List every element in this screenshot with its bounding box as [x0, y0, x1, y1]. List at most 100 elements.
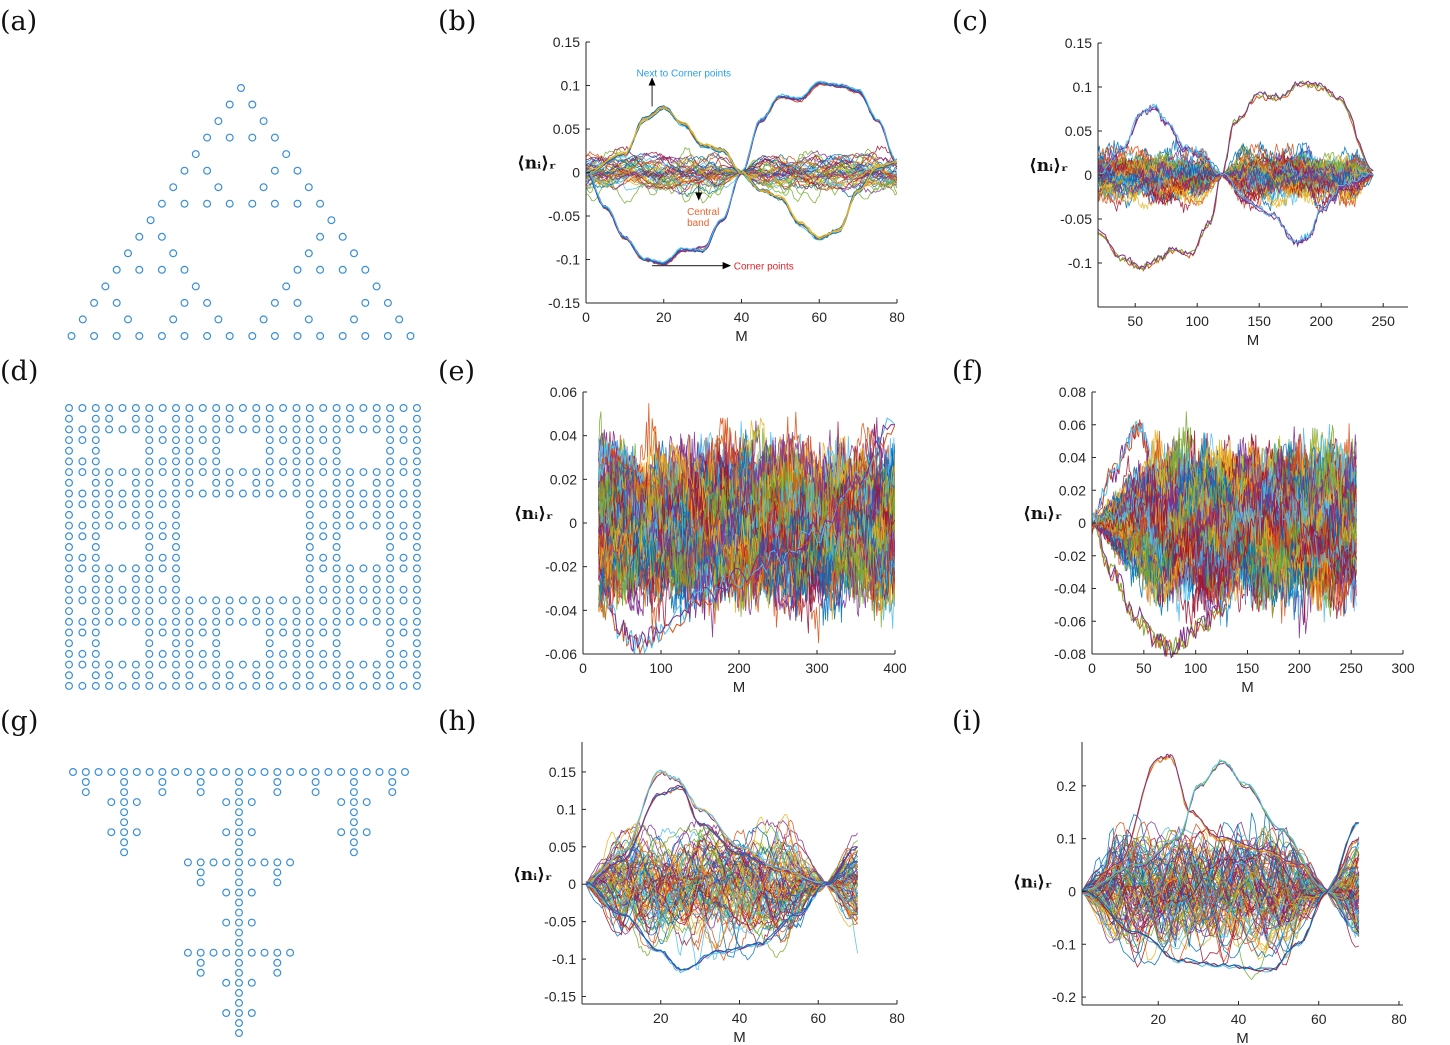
lattice-site — [212, 436, 221, 445]
lattice-site — [78, 457, 87, 466]
panel-label-h: (h) — [438, 706, 476, 737]
lattice-site — [105, 596, 114, 605]
lattice-site — [412, 521, 421, 530]
y-tick-label: 0.02 — [550, 471, 577, 487]
series-line — [585, 837, 858, 892]
lattice-site — [304, 183, 313, 192]
lattice-site — [273, 968, 282, 977]
chart-b: 0 20 40 60 80 -0.15 -0.1 -0.05 0 0.05 0.1 0.15 M ⟨nᵢ⟩… — [517, 34, 905, 345]
lattice-site — [64, 404, 73, 413]
y-tick-label: -0.2 — [1052, 989, 1076, 1005]
lattice-site — [198, 596, 207, 605]
lattice-site — [64, 671, 73, 680]
lattice-site — [386, 414, 395, 423]
lattice-site — [225, 100, 234, 109]
lattice-site — [145, 553, 154, 562]
lattice-site — [412, 500, 421, 509]
y-tick-label: 0.1 — [1073, 79, 1093, 95]
lattice-site — [332, 564, 341, 573]
series-line — [585, 848, 858, 908]
x-tick-label: 50 — [1136, 660, 1152, 676]
y-tick-label: -0.08 — [1054, 646, 1086, 662]
lattice-site — [372, 607, 381, 616]
lattice-site — [359, 489, 368, 498]
lattice-site — [225, 133, 234, 142]
lattice-site — [145, 521, 154, 530]
lattice-site — [386, 446, 395, 455]
lattice-site — [105, 425, 114, 434]
lattice-site — [346, 660, 355, 669]
lattice-site — [305, 436, 314, 445]
lattice-site — [64, 446, 73, 455]
lattice-site — [388, 767, 397, 776]
lattice-site — [145, 639, 154, 648]
lattice-site — [118, 564, 127, 573]
lattice-site — [332, 628, 341, 637]
lattice-site — [412, 446, 421, 455]
lattice-site — [78, 532, 87, 541]
lattice-site — [399, 425, 408, 434]
lattice-site — [386, 660, 395, 669]
lattice-site — [91, 532, 100, 541]
plot-area — [1082, 753, 1360, 981]
series-line-next-to-corner-2 — [586, 106, 897, 238]
lattice-site — [386, 489, 395, 498]
lattice-site — [292, 489, 301, 498]
lattice-site — [185, 671, 194, 680]
lattice-site — [145, 532, 154, 541]
lattice-site — [399, 660, 408, 669]
lattice-site — [91, 510, 100, 519]
lattice-site — [212, 489, 221, 498]
lattice-site — [349, 808, 358, 817]
lattice-site — [305, 681, 314, 690]
lattice-site — [293, 199, 302, 208]
lattice-site — [107, 767, 116, 776]
lattice-site — [67, 332, 76, 341]
lattice-site — [270, 133, 279, 142]
series-line — [1098, 152, 1374, 206]
lattice-site — [203, 298, 212, 307]
series-line — [585, 847, 858, 928]
lattice-site — [286, 948, 295, 957]
lattice-site — [118, 521, 127, 530]
lattice-site — [372, 282, 381, 291]
lattice-site — [118, 468, 127, 477]
lattice-site — [64, 532, 73, 541]
lattice-site — [305, 532, 314, 541]
y-tick-label: 0.06 — [1059, 417, 1086, 433]
lattice-site — [319, 628, 328, 637]
lattice-site — [105, 617, 114, 626]
lattice-site — [305, 521, 314, 530]
x-tick-label: 150 — [1236, 660, 1260, 676]
lattice-site — [399, 500, 408, 509]
lattice-site — [305, 628, 314, 637]
lattice-site — [292, 596, 301, 605]
y-tick-label: 0.15 — [1065, 35, 1092, 51]
lattice-site — [332, 510, 341, 519]
lattice-site — [78, 681, 87, 690]
lattice-site — [359, 521, 368, 530]
lattice-site — [235, 798, 244, 807]
lattice-site — [247, 798, 256, 807]
lattice-site — [372, 564, 381, 573]
lattice-site — [305, 489, 314, 498]
lattice-site — [292, 414, 301, 423]
lattice-site — [399, 489, 408, 498]
chart-c: 50 100 150 200 250 -0.1 -0.05 0 0.05 0.1 0.15 M ⟨nᵢ⟩… — [1029, 35, 1408, 349]
lattice-site — [259, 117, 268, 126]
panel-label-i: (i) — [952, 706, 982, 737]
lattice-site — [349, 828, 358, 837]
lattice-site — [131, 521, 140, 530]
lattice-site — [292, 617, 301, 626]
series-line — [1092, 439, 1357, 612]
lattice-site — [78, 425, 87, 434]
lattice-site — [332, 521, 341, 530]
lattice-site — [337, 767, 346, 776]
lattice-site — [305, 500, 314, 509]
series-line — [1082, 871, 1359, 936]
lattice-site — [372, 617, 381, 626]
lattice-site — [112, 298, 121, 307]
lattice-site — [265, 617, 274, 626]
lattice-site — [198, 660, 207, 669]
lattice-site — [305, 478, 314, 487]
